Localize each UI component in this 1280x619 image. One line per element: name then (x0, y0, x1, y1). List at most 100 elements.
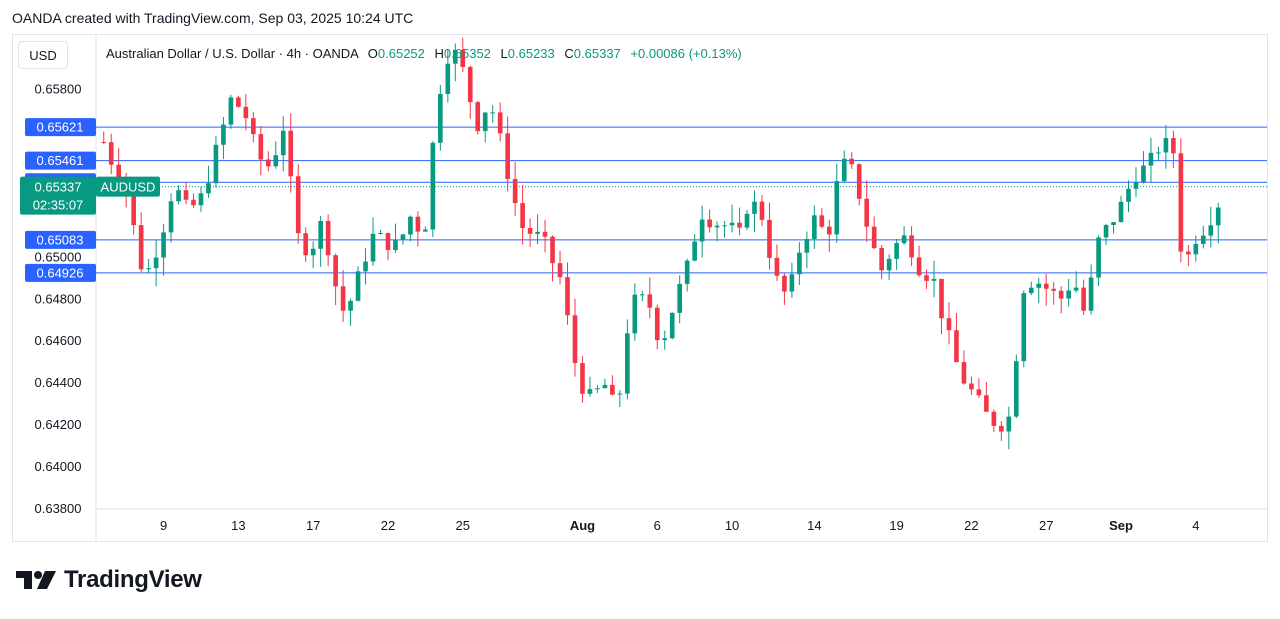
time-axis-layer: 9 13 17 22 25 Aug 6 10 14 19 22 27 Sep 4 (160, 518, 1199, 533)
candle-body (333, 255, 338, 287)
level-price-tag (25, 230, 96, 249)
candle-body (961, 362, 967, 384)
candle-body (1058, 290, 1064, 299)
candle-body (370, 233, 376, 262)
candle-body (512, 178, 518, 204)
x-tick-label: Sep (1109, 518, 1133, 533)
tradingview-brand[interactable]: TradingView (14, 566, 202, 594)
x-tick-label: 25 (456, 518, 470, 533)
chart-frame (12, 34, 1268, 542)
legend-change: +0.00086 (+0.13%) (630, 46, 742, 61)
candle-body (1163, 138, 1169, 153)
candle-body (251, 118, 256, 135)
candle-body (355, 271, 361, 301)
level-price-tag (25, 151, 96, 170)
candle-body (535, 231, 540, 234)
candle-body (684, 260, 690, 284)
price-axis-layer: 0.63800 0.64000 0.64200 0.64400 0.64600 0.648… (35, 82, 82, 516)
candle-body (475, 102, 481, 132)
candle-body (946, 318, 952, 331)
candle-body (722, 225, 727, 227)
candle-body (206, 183, 211, 194)
candle-body (243, 106, 249, 119)
x-tick-label: 27 (1039, 518, 1053, 533)
y-tick-label: 0.64800 (35, 291, 82, 306)
candle-body (415, 216, 421, 232)
candle-body (490, 112, 496, 114)
candle-body (572, 315, 578, 364)
y-tick-label: 0.64000 (35, 459, 82, 474)
candle-body (916, 257, 922, 276)
x-tick-label: 22 (381, 518, 395, 533)
candle-body (767, 219, 772, 258)
candle-body (1006, 416, 1012, 432)
candle-body (976, 389, 982, 396)
candle-body (774, 257, 780, 276)
candle-body (969, 383, 974, 390)
candle-body (744, 213, 750, 228)
symbol-tag (96, 176, 160, 197)
candle-body (1013, 361, 1019, 417)
candle-body (625, 333, 630, 394)
candle-body (348, 300, 353, 311)
candle-body (707, 219, 712, 228)
x-tick-label: 17 (306, 518, 320, 533)
candle-body (610, 384, 615, 395)
candle-body (924, 275, 929, 281)
candle-body (632, 294, 638, 334)
candle-body (954, 330, 959, 363)
candle-body (662, 338, 668, 341)
candle-body (1111, 222, 1116, 225)
candle-body (991, 411, 997, 426)
candle-body (886, 258, 892, 271)
chart-attribution: OANDA created with TradingView.com, Sep … (12, 10, 414, 26)
candle-body (617, 393, 623, 395)
candle-body (729, 222, 735, 226)
currency-selector[interactable]: USD (18, 41, 68, 69)
candle-body (1073, 287, 1079, 291)
candle-body (669, 312, 675, 339)
candle-body (101, 141, 107, 143)
candle-body (1200, 235, 1206, 244)
candle-body (1036, 283, 1042, 288)
candle-body (1126, 188, 1131, 202)
candle-body (385, 233, 391, 251)
candle-body (856, 164, 862, 199)
candle-body (423, 229, 428, 232)
candle-body (1178, 153, 1184, 252)
candle-body (325, 221, 331, 256)
candle-body (505, 133, 510, 179)
last-price-label: 0.65337 (35, 180, 82, 195)
candle-body (737, 222, 742, 228)
x-tick-label: 9 (160, 518, 167, 533)
candle-body (1156, 152, 1161, 154)
candle-body (168, 201, 174, 233)
candle-body (236, 97, 241, 107)
candle-body (1133, 182, 1139, 189)
candle-body (430, 142, 436, 230)
candle-body (677, 283, 683, 313)
y-tick-label: 0.63800 (35, 501, 82, 516)
legend-low-label: L (500, 46, 508, 61)
candle-body (1148, 152, 1154, 166)
candle-body (1118, 201, 1124, 223)
candle-body (438, 93, 443, 143)
candle-body (595, 388, 600, 390)
candle-body (497, 112, 503, 134)
y-tick-label: 0.64400 (35, 375, 82, 390)
candle-body (1208, 225, 1214, 236)
candle-body (1043, 283, 1049, 289)
x-tick-label: 10 (725, 518, 739, 533)
candle-body (146, 268, 151, 270)
candle-body (879, 248, 884, 271)
candle-body (378, 233, 383, 235)
candle-body (894, 243, 899, 259)
candle-body (871, 226, 877, 249)
candle-body (1186, 251, 1191, 255)
candle-body (228, 97, 234, 125)
x-tick-label: 4 (1192, 518, 1199, 533)
candle-body (550, 236, 555, 264)
candle-body (288, 130, 294, 177)
candle-body (265, 159, 271, 167)
